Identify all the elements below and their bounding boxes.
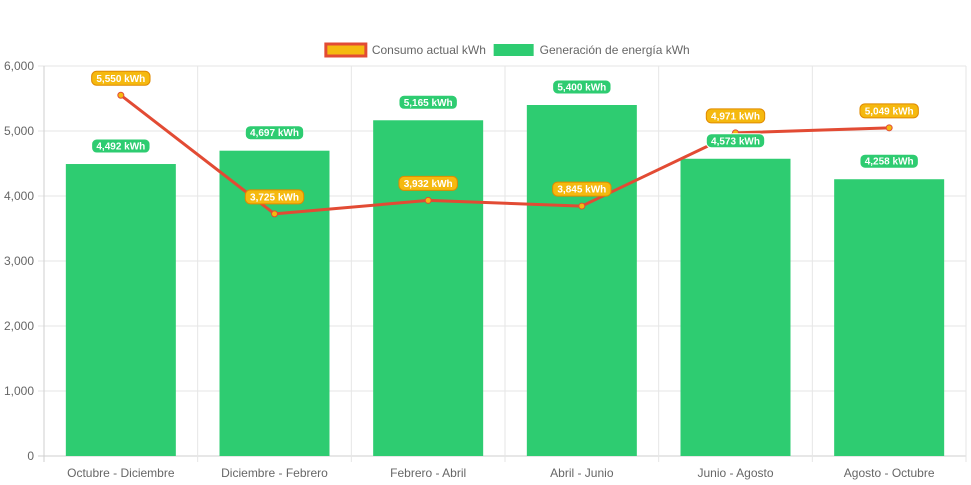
- data-label: 3,725 kWh: [250, 192, 299, 203]
- legend-swatch[interactable]: [324, 42, 368, 58]
- data-label-bg: [859, 103, 919, 119]
- line-point: [117, 91, 125, 99]
- data-label-bg: [552, 181, 612, 197]
- x-tick-label: Junio - Agosto: [697, 466, 773, 480]
- x-tick-label: Febrero - Abril: [390, 466, 466, 480]
- axes: 0 1,000 2,000 3,000 4,000 5,000 6,000 Octubre -…: [4, 59, 935, 480]
- data-label: 4,492 kWh: [96, 142, 145, 153]
- y-tick-label: 0: [27, 449, 34, 463]
- data-label: 5,400 kWh: [557, 83, 606, 94]
- x-tick-label: Abril - Junio: [550, 466, 614, 480]
- bar-series: [65, 105, 945, 457]
- data-label-bg: [705, 108, 766, 124]
- data-label: 5,049 kWh: [865, 106, 914, 117]
- data-label: 5,165 kWh: [404, 98, 453, 109]
- line-point: [424, 196, 432, 204]
- x-tick-label: Agosto - Octubre: [844, 466, 935, 480]
- bar: [680, 158, 791, 456]
- y-tick-label: 2,000: [4, 319, 34, 333]
- y-tick-label: 5,000: [4, 124, 34, 138]
- y-tick-label: 4,000: [4, 189, 34, 203]
- data-label-bg: [552, 79, 612, 95]
- data-label-bg: [91, 138, 151, 154]
- data-label: 3,845 kWh: [557, 185, 606, 196]
- bar: [526, 105, 637, 456]
- data-labels: 4,492 kWh 4,697 kWh 5,165 kWh 5,400 kWh 4,57…: [91, 70, 919, 205]
- y-tick-label: 6,000: [4, 59, 34, 73]
- x-tick-label: Diciembre - Febrero: [221, 466, 328, 480]
- legend-label[interactable]: Generación de energía kWh: [540, 43, 690, 57]
- data-label-bg: [91, 70, 151, 86]
- bar: [373, 120, 484, 457]
- bar: [65, 164, 176, 456]
- data-label-bg: [244, 125, 305, 141]
- data-label-bg: [398, 175, 458, 191]
- data-label-bg: [705, 133, 766, 149]
- data-label: 4,971 kWh: [711, 111, 760, 122]
- line-point: [271, 210, 278, 218]
- data-label-bg: [859, 153, 919, 169]
- grid: [38, 65, 967, 462]
- data-label-bg: [244, 189, 305, 205]
- x-tick-label: Octubre - Diciembre: [67, 466, 175, 480]
- bar: [834, 179, 945, 457]
- legend-swatch[interactable]: [493, 44, 534, 56]
- legend[interactable]: Consumo actual kWh Generación de energía …: [324, 42, 690, 58]
- data-label: 4,697 kWh: [250, 128, 299, 139]
- data-label: 4,258 kWh: [865, 157, 914, 168]
- y-tick-label: 1,000: [4, 384, 34, 398]
- data-label-bg: [398, 94, 458, 110]
- legend-label[interactable]: Consumo actual kWh: [372, 43, 486, 57]
- line-point: [885, 124, 893, 132]
- data-label: 4,573 kWh: [711, 136, 760, 147]
- data-label: 3,932 kWh: [404, 179, 453, 190]
- line-point: [578, 202, 586, 210]
- y-tick-label: 3,000: [4, 254, 34, 268]
- data-label: 5,550 kWh: [96, 74, 145, 85]
